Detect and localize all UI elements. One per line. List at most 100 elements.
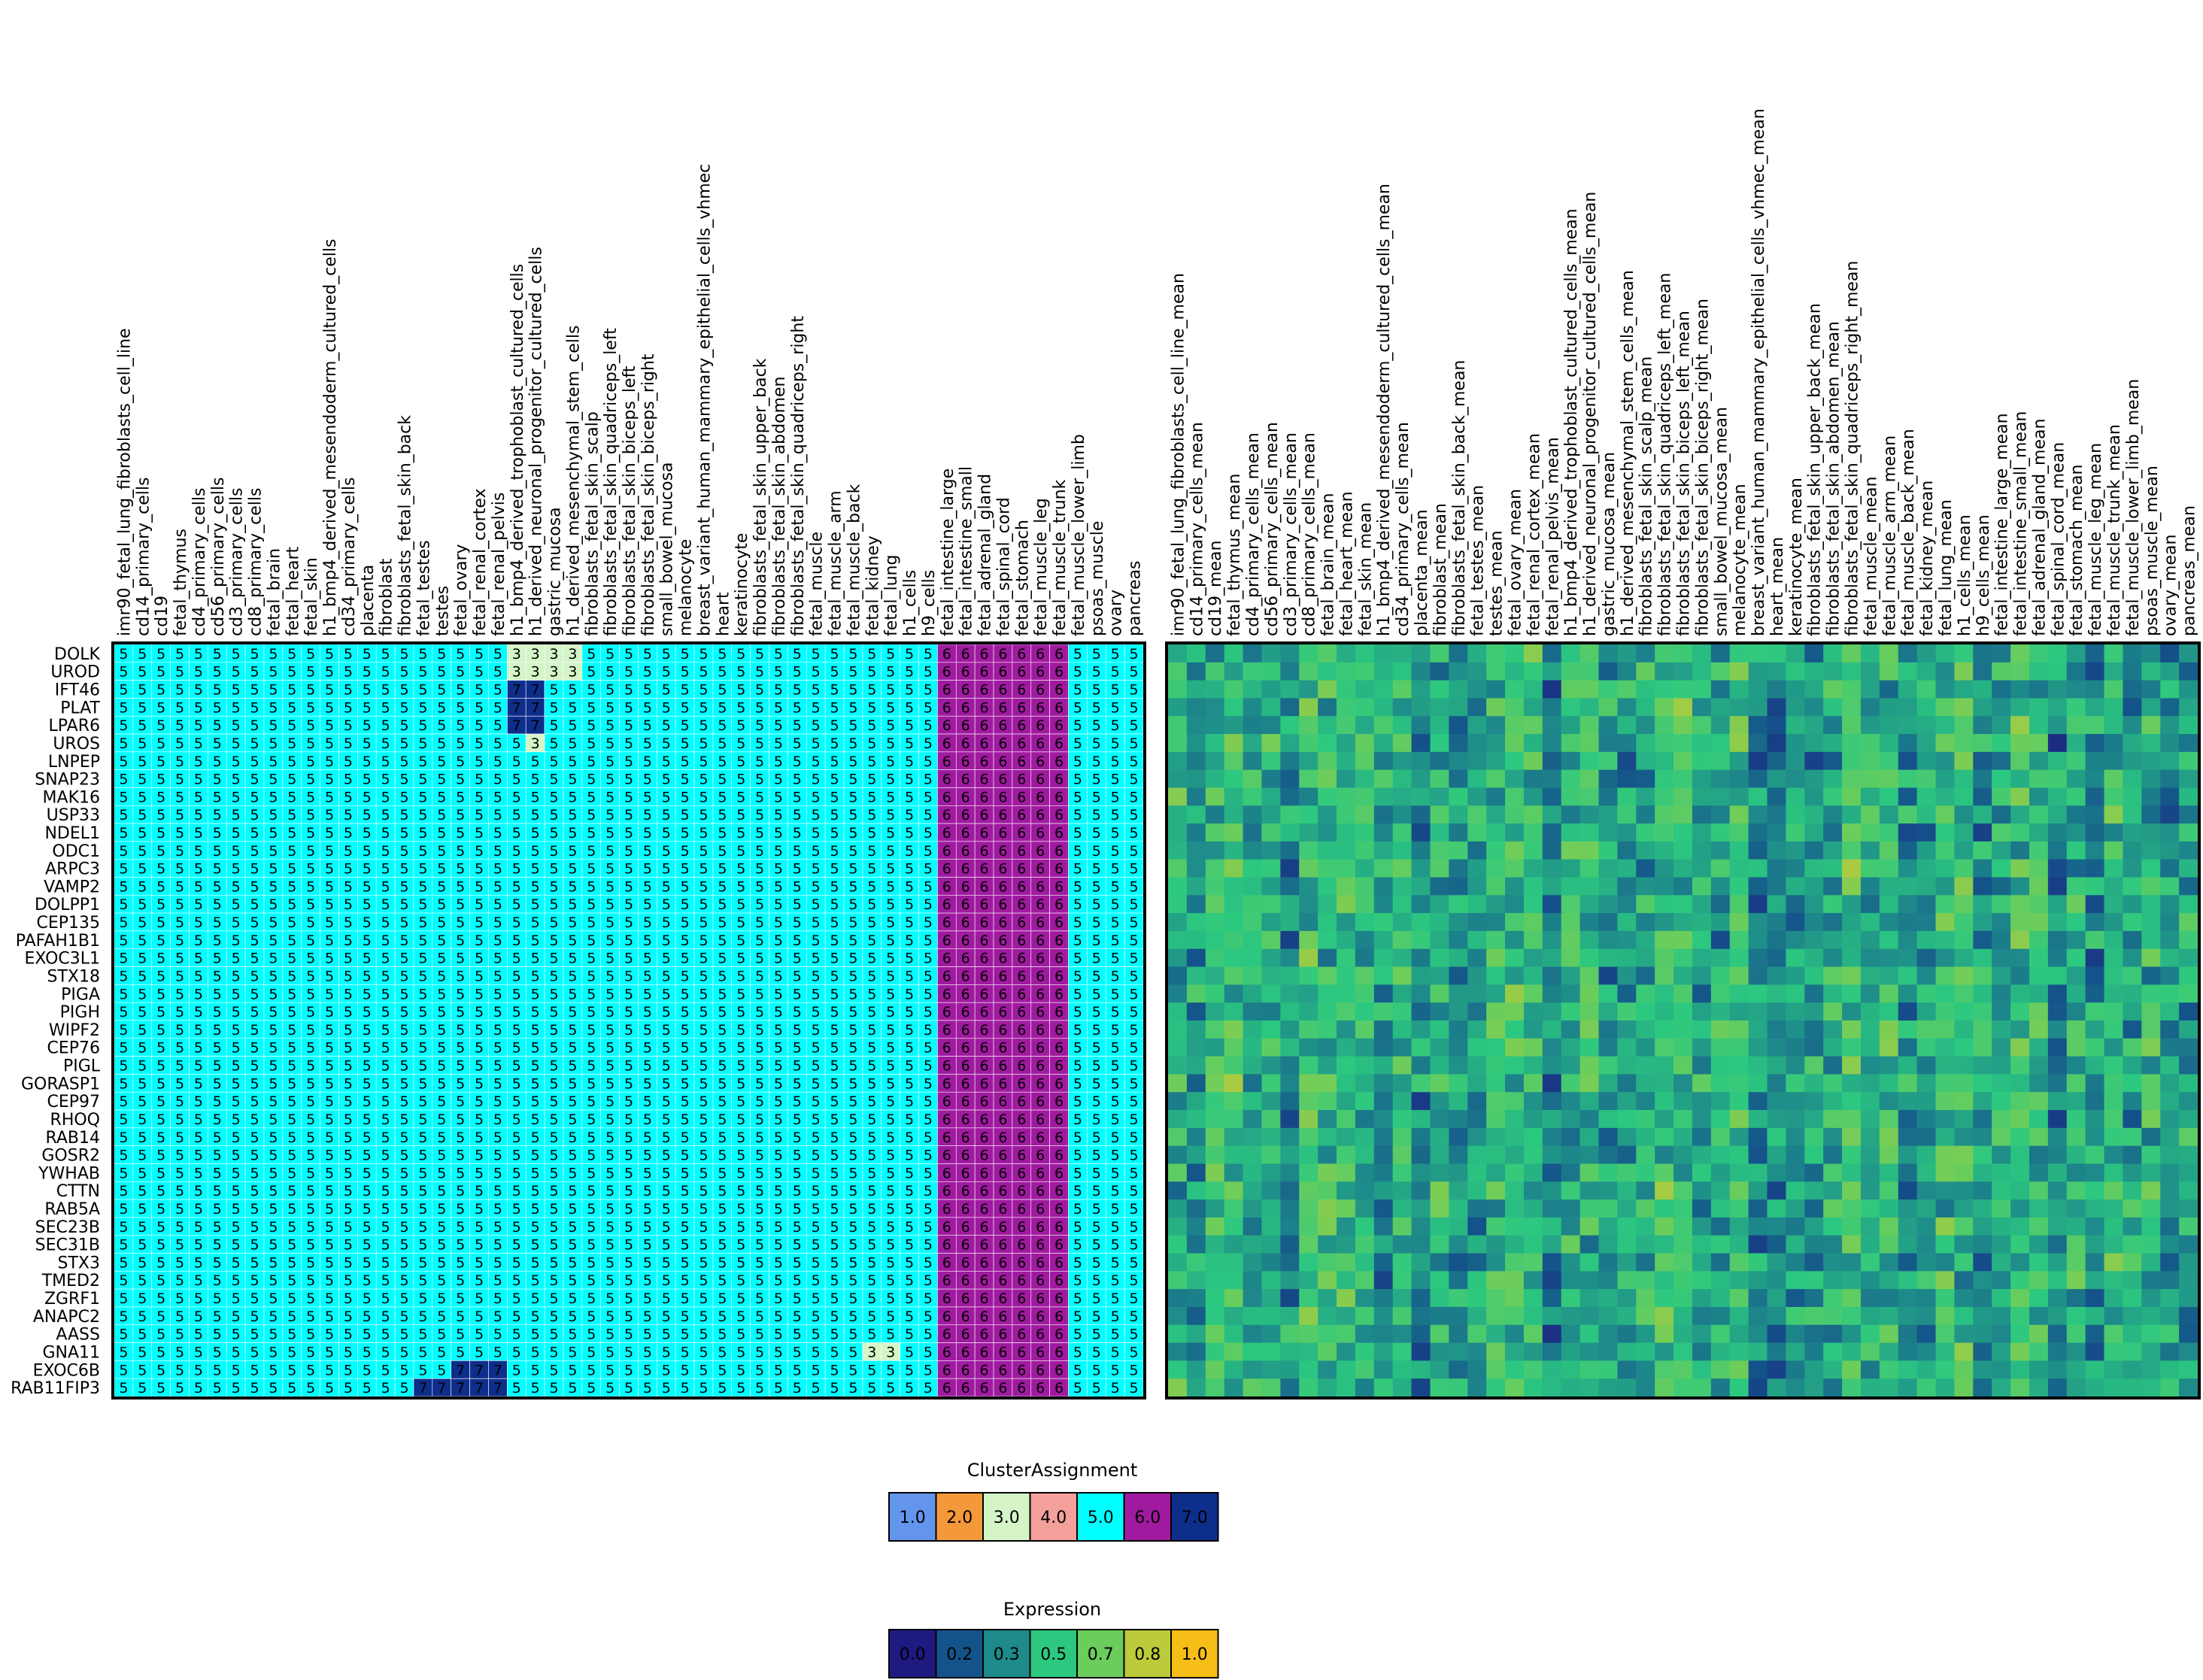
cluster-cell-label: 5	[437, 699, 446, 716]
cluster-cell-label: 5	[287, 1111, 296, 1128]
cluster-cell-label: 5	[830, 735, 839, 752]
cluster-cell-label: 5	[493, 1183, 502, 1199]
cluster-cell-label: 5	[138, 896, 147, 913]
row-label: ARPC3	[45, 860, 100, 879]
cluster-cell-label: 5	[175, 1022, 184, 1039]
cluster-cell-label: 5	[512, 735, 521, 752]
cluster-cell-label: 5	[306, 682, 315, 699]
cluster-cell-label: 6	[1036, 1022, 1045, 1039]
cluster-cell-label: 5	[156, 1309, 165, 1325]
cluster-cell-label: 5	[1092, 1040, 1101, 1057]
cluster-cell-label: 5	[662, 772, 671, 788]
cluster-cell-label: 6	[1017, 646, 1026, 663]
cluster-cell-label: 5	[587, 717, 596, 734]
cluster-cell-label: 5	[287, 789, 296, 805]
cluster-cell-label: 6	[1036, 1362, 1045, 1378]
cluster-cell-label: 5	[774, 1004, 783, 1020]
cluster-cell-label: 5	[886, 1219, 895, 1236]
cluster-cell-label: 6	[1054, 735, 1064, 752]
cluster-cell-label: 5	[848, 1290, 857, 1307]
cluster-cell-label: 5	[138, 1004, 147, 1020]
cluster-cell-label: 5	[399, 1183, 408, 1199]
cluster-cell-label: 5	[344, 1111, 353, 1128]
cluster-cell-label: 5	[830, 1309, 839, 1325]
cluster-cell-label: 5	[344, 843, 353, 860]
cluster-cell-label: 5	[493, 717, 502, 734]
cluster-cell-label: 5	[848, 1380, 857, 1396]
cluster-cell-label: 5	[812, 664, 821, 681]
cluster-cell-label: 5	[755, 1075, 764, 1092]
cluster-cell-label: 5	[699, 914, 708, 931]
cluster-cell-label: 6	[942, 717, 951, 734]
cluster-cell-label: 5	[699, 789, 708, 805]
cluster-cell-label: 5	[549, 1290, 558, 1307]
expression-cell	[1804, 698, 1824, 717]
cluster-cell-label: 6	[1036, 896, 1045, 913]
expression-cell	[1935, 662, 1955, 681]
cluster-cell-label: 5	[287, 735, 296, 752]
cluster-cell-label: 5	[793, 1183, 802, 1199]
cluster-cell-label: 5	[718, 1327, 727, 1343]
cluster-cell-label: 5	[306, 951, 315, 967]
cluster-cell-label: 5	[549, 1219, 558, 1236]
cluster-cell-label: 5	[886, 932, 895, 949]
cluster-cell-label: 6	[1054, 664, 1064, 681]
cluster-cell-label: 6	[942, 878, 951, 895]
column-label: gastric_mucosa_mean	[1600, 452, 1619, 636]
cluster-cell-label: 5	[194, 699, 203, 716]
cluster-cell-label: 5	[886, 1004, 895, 1020]
cluster-cell-label: 5	[119, 825, 128, 842]
cluster-cell-label: 5	[812, 1130, 821, 1146]
cluster-cell-label: 6	[1036, 1290, 1045, 1307]
cluster-cell-label: 5	[475, 1093, 484, 1110]
cluster-cell-label: 5	[681, 1183, 690, 1199]
cluster-cell-label: 5	[269, 1165, 278, 1181]
cluster-cell-label: 5	[512, 1004, 521, 1020]
cluster-cell-label: 5	[119, 1237, 128, 1254]
cluster-cell-label: 6	[942, 789, 951, 805]
cluster-cell-label: 6	[1017, 1004, 1026, 1020]
cluster-cell-label: 5	[605, 1237, 614, 1254]
cluster-cell-label: 5	[830, 1040, 839, 1057]
cluster-cell-label: 5	[549, 1237, 558, 1254]
cluster-cell-label: 5	[1073, 1237, 1082, 1254]
expression-cell	[1561, 680, 1580, 699]
cluster-cell-label: 5	[456, 932, 465, 949]
cluster-cell-label: 5	[568, 807, 577, 823]
expression-cell	[1992, 644, 2011, 663]
column-label: cd4_primary_cells	[190, 488, 209, 636]
cluster-cell-label: 5	[568, 1040, 577, 1057]
expression-cell	[1655, 662, 1674, 681]
cluster-cell-label: 5	[306, 735, 315, 752]
cluster-cell-label: 5	[605, 951, 614, 967]
cluster-cell-label: 5	[830, 1075, 839, 1092]
cluster-cell-label: 5	[624, 843, 633, 860]
cluster-cell-label: 5	[194, 1040, 203, 1057]
cluster-cell-label: 5	[1111, 1022, 1120, 1039]
cluster-cell-label: 5	[306, 1148, 315, 1164]
cluster-cell-label: 5	[138, 1344, 147, 1360]
expression-cell	[1318, 662, 1337, 681]
cluster-cell-label: 5	[699, 1130, 708, 1146]
cluster-cell-label: 5	[138, 843, 147, 860]
cluster-cell-label: 5	[232, 1219, 241, 1236]
cluster-cell-label: 5	[643, 1165, 652, 1181]
expression-cell	[2160, 698, 2180, 717]
cluster-cell-label: 5	[399, 1075, 408, 1092]
column-label: psoas_muscle	[1088, 521, 1107, 636]
cluster-cell-label: 5	[306, 968, 315, 984]
cluster-cell-label: 5	[1130, 1058, 1139, 1075]
cluster-cell-label: 5	[269, 968, 278, 984]
cluster-cell-label: 5	[531, 1309, 540, 1325]
cluster-cell-label: 6	[961, 1022, 970, 1039]
row-label: SEC23B	[35, 1218, 100, 1237]
cluster-cell-label: 5	[306, 664, 315, 681]
cluster-cell-label: 5	[1130, 825, 1139, 842]
cluster-cell-label: 5	[418, 1254, 427, 1271]
cluster-cell-label: 5	[437, 1290, 446, 1307]
cluster-cell-label: 5	[175, 1075, 184, 1092]
cluster-cell-label: 5	[456, 664, 465, 681]
cluster-cell-label: 6	[1017, 1219, 1026, 1236]
column-label: fetal_intestine_large	[939, 469, 957, 636]
cluster-cell-label: 6	[980, 1022, 989, 1039]
